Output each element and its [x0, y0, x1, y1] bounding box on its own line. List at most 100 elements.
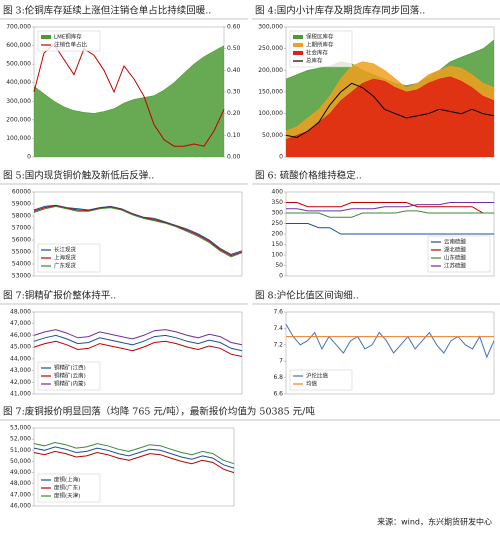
- tick-label: 0: [279, 273, 283, 280]
- legend-label: 铜精矿(内蒙): [54, 380, 86, 388]
- legend-label: 总库存: [306, 57, 323, 65]
- legend-label: 铜精矿(江西): [54, 364, 86, 372]
- figure-title: 图 8:沪伦比值区间询细..: [255, 290, 359, 302]
- tick-label: 51,000: [10, 447, 31, 454]
- figure-title: 图 3:伦铜库存延续上涨但注销仓单占比持续回暖..: [3, 5, 211, 17]
- tick-label: 53000: [12, 273, 31, 280]
- series-line: [285, 324, 495, 359]
- series-line: [33, 441, 235, 465]
- series-line: [33, 205, 243, 258]
- area-edge: [285, 61, 495, 132]
- legend-label: 保税区库存: [306, 33, 334, 41]
- tick-label: 0: [279, 154, 283, 161]
- series-line: [33, 446, 235, 469]
- tick-label: 400: [272, 189, 284, 196]
- tick-label: 46,000: [10, 503, 31, 510]
- tick-label: 7: [279, 358, 283, 365]
- legend-label: 均值: [306, 380, 318, 388]
- series-line: [286, 210, 494, 218]
- tick-label: 0.40: [227, 67, 241, 74]
- legend-label: 广东现货: [54, 262, 77, 270]
- tick-label: 48,000: [10, 480, 31, 487]
- tick-label: 43,000: [10, 367, 31, 374]
- series-line: [286, 202, 494, 214]
- tick-label: 55000: [12, 249, 31, 256]
- series-line: [33, 334, 243, 352]
- tick-label: 250,000: [258, 45, 283, 52]
- tick-label: 0.30: [227, 89, 241, 96]
- tick-label: 56000: [12, 237, 31, 244]
- legend-label: 废铜(天津): [54, 492, 80, 500]
- tick-label: 7.2: [273, 341, 283, 348]
- legend-label: 上海现货: [54, 254, 77, 262]
- legend-label: 长江现货: [54, 246, 77, 254]
- tick-label: 50: [275, 262, 283, 269]
- plot-frame: [33, 311, 243, 395]
- tick-label: 0.60: [227, 24, 241, 31]
- tick-label: 44,000: [10, 355, 31, 362]
- tick-label: 200: [272, 231, 284, 238]
- tick-label: 0: [27, 154, 31, 161]
- figure-title: 图 5:国内现货铜价触及新低后反弹..: [3, 170, 154, 182]
- tick-label: 150: [272, 241, 284, 248]
- legend-label: 废铜(广东): [54, 484, 80, 492]
- legend-label: 湖北硫酸: [444, 246, 467, 254]
- tick-label: 300: [272, 210, 284, 217]
- tick-label: 250: [272, 220, 284, 227]
- tick-label: 46,000: [10, 332, 31, 339]
- legend-label: 注销仓单占比: [54, 41, 88, 49]
- tick-label: 600,000: [6, 42, 31, 49]
- figure-title: 图 7:废铜报价明显回落（均降 765 元/吨），最新报价均值为 50385 元…: [3, 406, 315, 418]
- tick-label: 54000: [12, 261, 31, 268]
- tick-label: 300,000: [258, 24, 283, 31]
- figure-title: 图 4:国内小计库存及期货库存同步回落..: [255, 5, 425, 17]
- tick-label: 52,000: [10, 436, 31, 443]
- series-line: [33, 43, 225, 147]
- tick-label: 42,000: [10, 379, 31, 386]
- series-line: [33, 205, 243, 257]
- tick-label: 6.6: [273, 391, 283, 398]
- tick-label: 45,000: [10, 344, 31, 351]
- tick-label: 7.4: [273, 325, 283, 332]
- tick-label: 300,000: [6, 98, 31, 105]
- source-note: 来源：wind，东兴期货研发中心: [377, 517, 492, 527]
- figure-title: 图 6: 硫酸价格维持稳定..: [255, 170, 362, 182]
- legend-label: 山东硫酸: [444, 254, 467, 262]
- tick-label: 0.00: [227, 154, 241, 161]
- tick-label: 57000: [12, 225, 31, 232]
- tick-label: 100,000: [6, 135, 31, 142]
- tick-label: 50,000: [10, 458, 31, 465]
- plot-frame: [285, 311, 495, 395]
- tick-label: 47,000: [10, 491, 31, 498]
- tick-label: 200,000: [6, 116, 31, 123]
- tick-label: 700,000: [6, 24, 31, 31]
- tick-label: 200,000: [258, 67, 283, 74]
- series-line: [33, 329, 243, 346]
- legend-box: [37, 30, 101, 52]
- tick-label: 50,000: [262, 132, 283, 139]
- legend-label: 江苏硫酸: [444, 262, 467, 270]
- legend-label: LME铜库存: [54, 33, 82, 41]
- plot-frame: [33, 191, 243, 277]
- tick-label: 53,000: [10, 425, 31, 432]
- tick-label: 0.20: [227, 110, 241, 117]
- tick-label: 7.6: [273, 309, 283, 316]
- tick-label: 500,000: [6, 61, 31, 68]
- tick-label: 100,000: [258, 110, 283, 117]
- tick-label: 48,000: [10, 309, 31, 316]
- tick-label: 59000: [12, 201, 31, 208]
- legend-label: 沪伦比值: [306, 372, 329, 380]
- tick-label: 41,000: [10, 391, 31, 398]
- series-line: [286, 202, 494, 212]
- tick-label: 6.8: [273, 374, 283, 381]
- series-line: [286, 223, 494, 235]
- tick-label: 350: [272, 199, 284, 206]
- tick-label: 400,000: [6, 79, 31, 86]
- series-line: [285, 82, 495, 139]
- legend-label: 上期所库存: [306, 41, 334, 49]
- tick-label: 60000: [12, 189, 31, 196]
- area-fill: [286, 76, 494, 157]
- legend-box: [289, 369, 353, 391]
- plot-frame: [33, 427, 235, 507]
